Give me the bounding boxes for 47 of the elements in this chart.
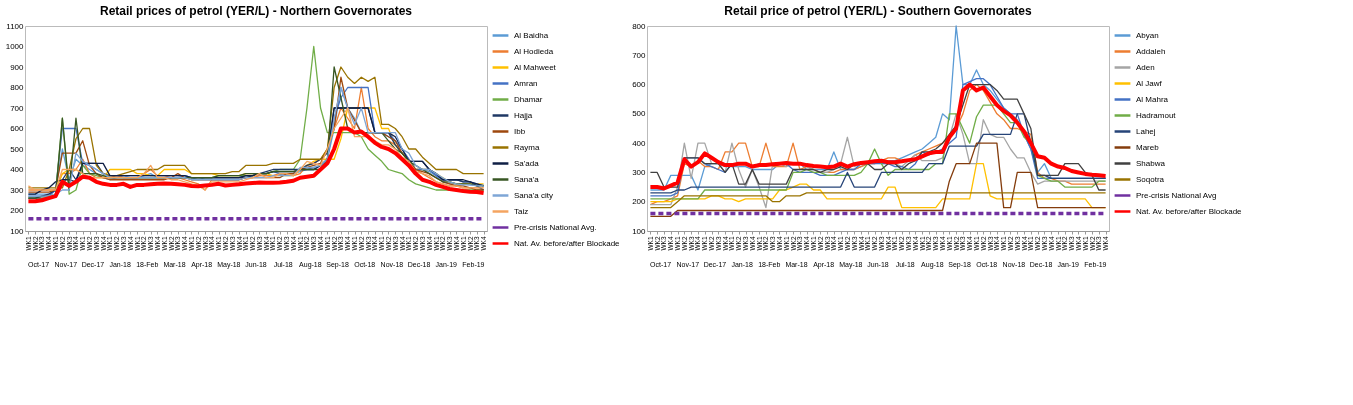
legend-label: Hajja [514, 110, 533, 120]
legend-label: Shabwa [1136, 158, 1166, 168]
legend-label: Al Mahweet [514, 62, 557, 72]
legend-label: Pre-crisis National Avg [1136, 190, 1217, 200]
legend-label: Amran [514, 78, 538, 88]
chart-title: Retail prices of petrol (YER/L) - Northern Governorates [99, 4, 413, 18]
y-tick-label: 100 [10, 226, 25, 236]
y-tick-label: 400 [10, 165, 25, 174]
legend-label: Abyan [1136, 30, 1159, 40]
legend-label: Nat. Av. before/after Blockade [1136, 206, 1243, 216]
y-tick-label: 100 [632, 226, 647, 236]
legend-label: Addaleh [1136, 46, 1166, 56]
legend-label: Lahej [1136, 126, 1156, 136]
y-tick-label: 300 [10, 185, 25, 195]
legend-label: Sana'a [514, 174, 540, 184]
legend-label: Hadramout [1136, 110, 1177, 120]
legend-label: Soqotra [1136, 174, 1165, 184]
legend-label: Rayma [514, 142, 540, 152]
y-tick-label: 600 [10, 124, 25, 133]
y-tick-label: 500 [10, 144, 25, 154]
y-tick-label: 400 [632, 138, 647, 148]
legend-label: Al Mahra [1136, 94, 1169, 104]
y-tick-label: 200 [10, 206, 25, 215]
chart-title: Retail price of petrol (YER/L) - Southern Governorates [724, 4, 1033, 18]
y-tick-label: 1100 [6, 21, 25, 31]
y-tick-label: 900 [10, 62, 25, 72]
legend-label: Nat. Av. before/after Blockade [514, 238, 621, 248]
legend-label: Al Jawf [1136, 78, 1163, 88]
y-tick-label: 800 [10, 83, 25, 92]
legend-label: Ibb [514, 126, 526, 136]
y-tick-label: 300 [632, 167, 647, 177]
legend-label: Sa'ada [514, 158, 540, 168]
legend-label: Dhamar [514, 94, 543, 104]
y-tick-label: 1000 [5, 42, 25, 51]
legend-label: Taiz [514, 206, 529, 216]
legend-label: Mareb [1136, 142, 1160, 152]
legend-label: Al Hodieda [514, 46, 554, 56]
y-tick-label: 800 [632, 21, 647, 31]
y-tick-label: 700 [10, 103, 25, 113]
y-tick-label: 500 [632, 109, 647, 119]
legend-label: Pre-crisis National Avg. [514, 222, 597, 232]
y-tick-label: 200 [632, 197, 647, 207]
legend-label: Aden [1136, 62, 1155, 72]
y-tick-label: 700 [632, 50, 647, 60]
legend-label: Al Baidha [514, 30, 549, 40]
legend-label: Sana'a city [514, 190, 553, 200]
y-tick-label: 600 [632, 80, 647, 90]
